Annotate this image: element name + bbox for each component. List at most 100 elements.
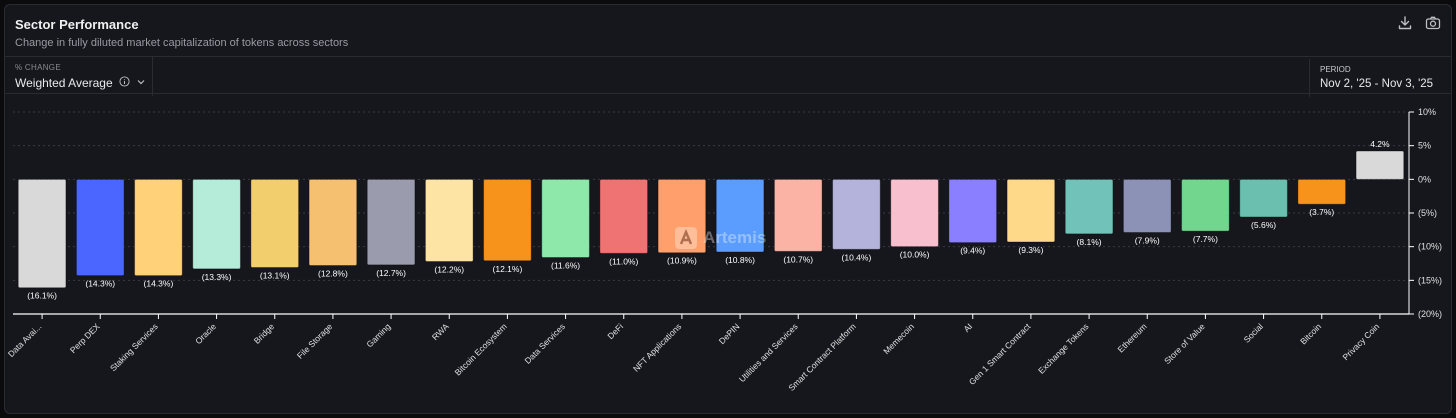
x-tick-label: DePIN — [717, 321, 742, 346]
bar-staking-services — [134, 178, 183, 277]
x-tick-label: Perp DEX — [68, 321, 102, 355]
labels-layer: (16.1%) (14.3%) (14.3%) (13.3%) (13.1%) (12.8… — [27, 139, 1390, 301]
data-label: (10.0%) — [900, 250, 930, 260]
bar-social — [1239, 178, 1288, 218]
data-label: (12.8%) — [318, 269, 348, 279]
data-label: (11.6%) — [551, 260, 580, 270]
y-tick-label: (20%) — [1418, 309, 1442, 319]
chart-panel: Sector Performance Change in fully dilut… — [4, 4, 1452, 414]
change-label: % CHANGE — [15, 63, 61, 72]
bar-nft-applications — [657, 178, 707, 254]
y-tick-label: (5%) — [1418, 208, 1437, 218]
data-label: (10.8%) — [725, 255, 755, 265]
y-tick-label: 5% — [1418, 141, 1431, 151]
data-label: (11.0%) — [609, 256, 638, 266]
x-axis: Data Avai... Perp DEX Staking Services Orac… — [6, 313, 1409, 393]
x-tick-label: Privacy Coin — [1341, 321, 1382, 362]
data-label: (3.7%) — [1309, 207, 1334, 217]
bar-ai — [948, 178, 998, 244]
data-label: (5.6%) — [1251, 220, 1276, 230]
controls-divider — [5, 93, 1451, 94]
data-label: (7.7%) — [1193, 234, 1218, 244]
x-tick-label: Utilities and Services — [737, 321, 800, 384]
x-tick-label: Ethereum — [1116, 321, 1149, 354]
x-tick-label: DeFi — [605, 321, 625, 341]
bar-gaming — [366, 178, 416, 266]
x-tick-label: Bitcoin Ecosystem — [453, 321, 509, 377]
x-tick-label: Staking Services — [108, 321, 160, 373]
period-value: Nov 2, '25 - Nov 3, '25 — [1320, 78, 1434, 90]
x-tick-label: Gaming — [364, 321, 392, 349]
bar-ethereum — [1122, 178, 1172, 234]
y-tick-label: 0% — [1418, 174, 1431, 184]
change-selector[interactable]: % CHANGE Weighted Average — [15, 63, 153, 97]
change-value: Weighted Average — [15, 76, 113, 90]
data-label: (14.3%) — [144, 279, 174, 289]
data-label: (10.7%) — [783, 254, 813, 264]
y-tick-label: (15%) — [1418, 275, 1442, 285]
x-tick-label: Data Avai... — [6, 321, 44, 359]
bar-utilities-and-services — [773, 178, 823, 252]
bar-memecoin — [890, 178, 939, 248]
control-separator — [152, 57, 153, 96]
bar-store-of-value — [1181, 178, 1230, 232]
bar-privacy-coin — [1355, 150, 1405, 180]
bar-bitcoin-ecosystem — [483, 178, 532, 262]
x-tick-label: AI — [961, 321, 974, 334]
bar-data-avai- — [17, 178, 67, 289]
data-label: 4.2% — [1370, 139, 1390, 149]
x-tick-label: NFT Applications — [631, 321, 683, 373]
x-tick-label: Store of Value — [1162, 321, 1207, 366]
bar-depin — [715, 178, 765, 253]
data-label: (14.3%) — [85, 279, 115, 289]
bar-rwa — [424, 178, 474, 262]
data-label: (16.1%) — [27, 291, 57, 301]
data-label: (12.2%) — [434, 264, 464, 274]
period-selector[interactable]: PERIOD Nov 2, '25 - Nov 3, '25 — [1309, 59, 1443, 97]
bar-gen-1-smart-contract — [1006, 178, 1056, 243]
x-tick-label: Gen 1 Smart Contract — [967, 321, 1033, 387]
bar-data-services — [541, 178, 590, 258]
chart-title: Sector Performance — [15, 17, 139, 32]
artemis-logo-icon — [675, 227, 697, 249]
x-tick-label: RWA — [430, 321, 451, 342]
bar-perp-dex — [75, 178, 125, 277]
data-label: (10.9%) — [667, 256, 697, 266]
bar-defi — [599, 178, 649, 254]
x-tick-label: Data Services — [523, 321, 567, 365]
bar-smart-contract-platform — [832, 178, 881, 250]
data-label: (13.3%) — [202, 272, 232, 282]
data-label: (13.1%) — [260, 271, 290, 281]
data-label: (12.7%) — [376, 268, 406, 278]
download-icon[interactable] — [1397, 15, 1413, 31]
watermark-text: Artemis — [703, 228, 767, 247]
header-divider — [5, 56, 1451, 57]
bar-oracle — [192, 178, 241, 270]
chevron-down-icon[interactable] — [136, 76, 146, 90]
bar-file-storage — [308, 178, 358, 267]
data-label: (12.1%) — [493, 264, 523, 274]
data-label: (8.1%) — [1077, 237, 1102, 247]
y-axis: 10% 5% 0% (5%) (10%) (15%) (20%) — [1408, 107, 1442, 319]
info-icon[interactable] — [119, 76, 130, 90]
chart-subtitle: Change in fully diluted market capitaliz… — [15, 37, 349, 49]
x-tick-label: Smart Contract Platform — [786, 321, 858, 393]
data-label: (9.4%) — [960, 246, 985, 256]
y-tick-label: 10% — [1418, 107, 1436, 117]
watermark: Artemis — [675, 227, 766, 249]
x-tick-label: Social — [1242, 321, 1266, 345]
bar-exchange-tokens — [1064, 178, 1114, 235]
camera-icon[interactable] — [1425, 15, 1441, 31]
bar-bridge — [250, 178, 300, 269]
bar-chart: (16.1%) (14.3%) (14.3%) (13.3%) (13.1%) (12.8… — [6, 107, 1442, 393]
data-label: (7.9%) — [1135, 236, 1160, 246]
y-tick-label: (10%) — [1418, 242, 1442, 252]
bars-layer — [17, 150, 1405, 289]
x-tick-label: File Storage — [295, 321, 335, 361]
period-label: PERIOD — [1320, 65, 1351, 74]
data-label: (10.4%) — [842, 252, 872, 262]
x-tick-label: Memecoin — [881, 321, 916, 356]
x-tick-label: Bitcoin — [1298, 321, 1323, 346]
data-label: (9.3%) — [1018, 245, 1043, 255]
x-tick-label: Exchange Tokens — [1036, 321, 1090, 375]
